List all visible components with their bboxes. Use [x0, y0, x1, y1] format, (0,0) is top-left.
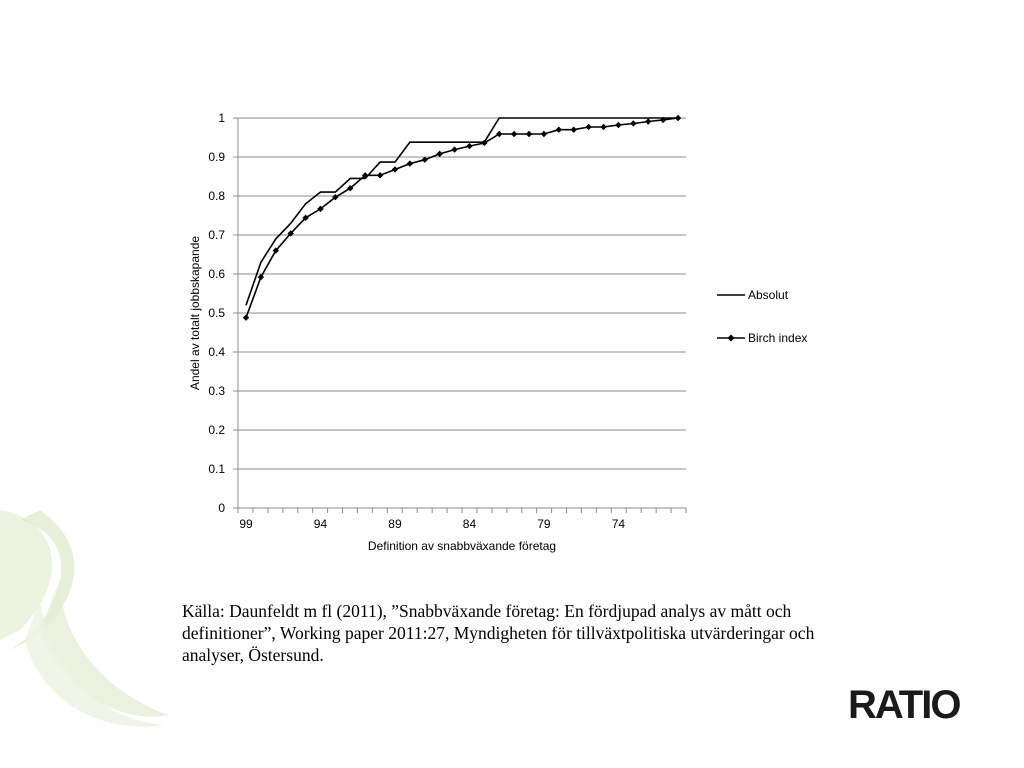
- birch-index-point: [391, 166, 399, 173]
- birch-index-point: [466, 142, 473, 150]
- birch-index-point: [525, 130, 533, 138]
- birch-index-point: [630, 120, 637, 127]
- legend-marker-birch: [727, 334, 735, 342]
- birch-index-point: [659, 116, 667, 124]
- x-tick-label: 79: [537, 517, 551, 531]
- birch-index-point: [674, 114, 682, 122]
- y-tick-label: 0.1: [208, 462, 225, 476]
- x-tick-label: 84: [463, 517, 477, 531]
- birch-index-point: [451, 146, 458, 153]
- ratio-logo: RATIO: [848, 683, 961, 727]
- birch-index-point: [361, 172, 369, 179]
- birch-index-point: [600, 123, 607, 131]
- y-tick-label: 0: [218, 501, 225, 515]
- birch-index-point: [645, 118, 652, 125]
- legend-label-birch: Birch index: [748, 331, 807, 345]
- y-tick-label: 0.6: [208, 267, 225, 281]
- birch-index-point: [615, 121, 622, 129]
- y-tick-label: 0.7: [208, 228, 225, 242]
- birch-index-point: [481, 139, 488, 147]
- legend-label-absolut: Absolut: [748, 288, 789, 302]
- birch-index-point: [272, 247, 279, 254]
- birch-index-point: [287, 230, 294, 237]
- gridlines: [233, 117, 686, 509]
- birch-index-point: [510, 130, 518, 138]
- birch-index-point: [332, 193, 339, 201]
- birch-index-point: [376, 172, 384, 179]
- x-tick-label: 89: [388, 517, 402, 531]
- birch-index-point: [585, 123, 592, 131]
- y-tick-labels: 0 0.1 0.2 0.3 0.4 0.5 0.6 0.7 0.8 0.9 1: [208, 111, 225, 515]
- legend: Absolut Birch index: [717, 288, 807, 345]
- y-tick-label: 1: [218, 111, 225, 125]
- birch-index-point: [421, 156, 428, 163]
- series-line-absolut: [245, 117, 678, 306]
- x-tick-labels: 99 94 89 84 79 74: [239, 517, 625, 531]
- y-tick-label: 0.3: [208, 384, 225, 398]
- birch-index-point: [570, 126, 577, 133]
- birch-index-point: [540, 130, 548, 138]
- x-tick-label: 99: [239, 517, 253, 531]
- y-tick-label: 0.4: [208, 345, 225, 359]
- series-markers: [242, 114, 682, 321]
- y-tick-label: 0.8: [208, 189, 225, 203]
- x-axis-title: Definition av snabbväxande företag: [368, 539, 556, 553]
- birch-index-point: [496, 130, 503, 138]
- y-axis-title: Andel av totalt jobbskapande: [188, 236, 202, 390]
- source-caption: Källa: Daunfeldt m fl (2011), ”Snabbväxa…: [182, 601, 815, 665]
- birch-index-point: [242, 314, 250, 321]
- birch-index-point: [406, 160, 414, 167]
- series-line-birch-index: [245, 117, 679, 318]
- birch-index-point: [317, 205, 324, 213]
- birch-index-point: [555, 126, 563, 133]
- birch-index-point: [436, 150, 443, 158]
- y-tick-label: 0.2: [208, 423, 225, 437]
- x-tick-label: 94: [314, 517, 328, 531]
- axes: [237, 118, 687, 513]
- birch-index-point: [257, 273, 265, 281]
- series-lines: [245, 117, 679, 318]
- birch-index-point: [302, 214, 309, 222]
- ribbon-decoration: [0, 510, 170, 727]
- birch-index-point: [347, 185, 354, 192]
- y-tick-label: 0.9: [208, 150, 225, 164]
- x-tick-label: 74: [612, 517, 626, 531]
- y-tick-label: 0.5: [208, 306, 225, 320]
